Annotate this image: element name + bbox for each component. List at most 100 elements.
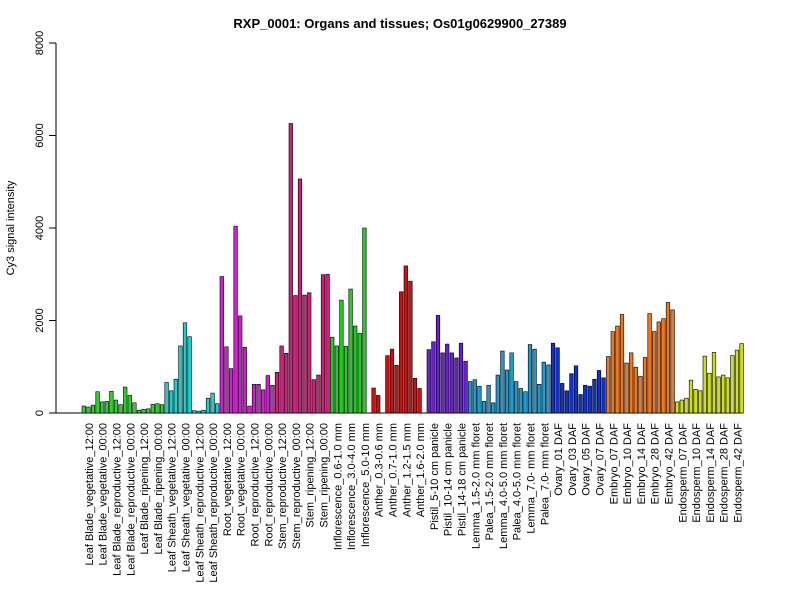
- bar: [583, 384, 588, 414]
- bar: [169, 390, 174, 414]
- bar: [417, 388, 422, 414]
- bar: [449, 352, 454, 414]
- bar: [702, 355, 707, 414]
- bar: [113, 399, 119, 414]
- bar: [486, 384, 491, 414]
- bar: [679, 399, 684, 414]
- bar: [348, 288, 353, 414]
- bar: [159, 404, 165, 414]
- bar: [661, 318, 666, 414]
- bar: [711, 352, 717, 414]
- bar: [109, 390, 114, 414]
- bar: [265, 375, 270, 414]
- bar: [555, 347, 560, 414]
- bar: [215, 403, 220, 414]
- bar: [652, 331, 657, 414]
- bar: [468, 381, 473, 414]
- bar: [739, 343, 744, 414]
- bar: [560, 383, 565, 414]
- x-tick-label: Leaf Sheath_vegetative_12:00: [167, 423, 179, 572]
- bars-group: [81, 123, 744, 414]
- y-axis-label: Cy3 signal intensity: [5, 180, 17, 275]
- x-tick-label: Embryo_42 DAF: [664, 423, 676, 505]
- bar: [293, 295, 298, 414]
- bar: [527, 344, 533, 414]
- bar: [707, 372, 712, 414]
- bar: [343, 346, 349, 414]
- bar: [495, 374, 500, 414]
- bar: [339, 299, 344, 414]
- bar: [633, 366, 638, 414]
- bar: [325, 273, 330, 414]
- bar: [458, 342, 464, 414]
- bar: [205, 397, 211, 414]
- x-tick-label: Leaf Blade_reproductive_00:00: [125, 423, 137, 576]
- x-tick-label: Anther_0.7-1.0 mm: [388, 423, 400, 517]
- bar: [251, 384, 257, 414]
- bar: [302, 294, 307, 414]
- y-tick-label: 6000: [34, 123, 46, 147]
- bar: [509, 352, 514, 414]
- bar: [670, 309, 675, 414]
- bar: [601, 377, 606, 414]
- bar: [440, 352, 445, 414]
- x-tick-label: Inflorescence_5.0-10 mm: [360, 423, 372, 547]
- bar: [532, 348, 537, 414]
- bar: [665, 302, 671, 414]
- x-tick-label: Root_vegetative_12:00: [222, 423, 234, 536]
- bar: [412, 378, 418, 414]
- bar: [187, 336, 192, 414]
- bar: [394, 365, 399, 414]
- bar: [403, 265, 408, 414]
- bar: [182, 322, 188, 414]
- bar: [399, 291, 404, 414]
- x-tick-label: Root_reproductive_12:00: [250, 423, 262, 547]
- bar: [196, 410, 201, 414]
- bar: [353, 325, 358, 414]
- bar: [426, 349, 431, 414]
- x-tick-label: Stem_ripening_00:00: [319, 423, 331, 528]
- x-tick-label: Endosperm_10 DAF: [691, 423, 703, 523]
- x-tick-label: Anther_1.2-1.5 mm: [401, 423, 413, 517]
- bar: [725, 377, 730, 414]
- bar: [311, 379, 316, 414]
- x-tick-label: Ovary_03 DAF: [567, 423, 579, 496]
- bar: [647, 313, 652, 414]
- bar: [619, 314, 625, 414]
- x-tick-label: Endosperm_14 DAF: [705, 423, 717, 523]
- bar: [81, 405, 86, 414]
- bar: [238, 315, 243, 414]
- bar: [127, 395, 132, 414]
- x-tick-label: Ovary_01 DAF: [553, 423, 565, 496]
- bar: [123, 386, 128, 414]
- bar: [224, 346, 229, 414]
- bar: [261, 389, 266, 414]
- x-tick-label: Pistil_14-18 cm panicle: [457, 423, 469, 536]
- bar: [514, 381, 519, 414]
- bar: [675, 401, 680, 414]
- x-tick-label: Lemma_1.5-2.0 mm floret: [470, 423, 482, 549]
- bar: [615, 325, 620, 414]
- bar: [721, 374, 726, 414]
- x-tick-label: Stem_ripening_12:00: [305, 423, 317, 528]
- x-tick-label: Palea_7.0- mm floret: [539, 423, 551, 525]
- x-tick-label: Lemma_4.0-5.0 mm floret: [498, 423, 510, 549]
- x-tick-label: Ovary_05 DAF: [581, 423, 593, 496]
- x-tick-label: Root_vegetative_00:00: [236, 423, 248, 536]
- x-tick-label: Embryo_10 DAF: [622, 423, 634, 505]
- bar: [606, 356, 611, 414]
- bar: [357, 333, 362, 414]
- bar: [698, 390, 703, 414]
- bar: [279, 345, 284, 414]
- x-tick-label: Leaf Sheath_reproductive_12:00: [194, 423, 206, 583]
- bar: [408, 280, 413, 414]
- bar: [684, 397, 689, 414]
- bar: [445, 343, 450, 414]
- x-tick-label: Embryo_14 DAF: [636, 423, 648, 505]
- bar: [100, 401, 105, 414]
- bar: [592, 378, 597, 414]
- bar: [334, 345, 339, 414]
- x-tick-label: Embryo_28 DAF: [650, 423, 662, 505]
- bar: [477, 385, 482, 414]
- bar: [219, 276, 224, 414]
